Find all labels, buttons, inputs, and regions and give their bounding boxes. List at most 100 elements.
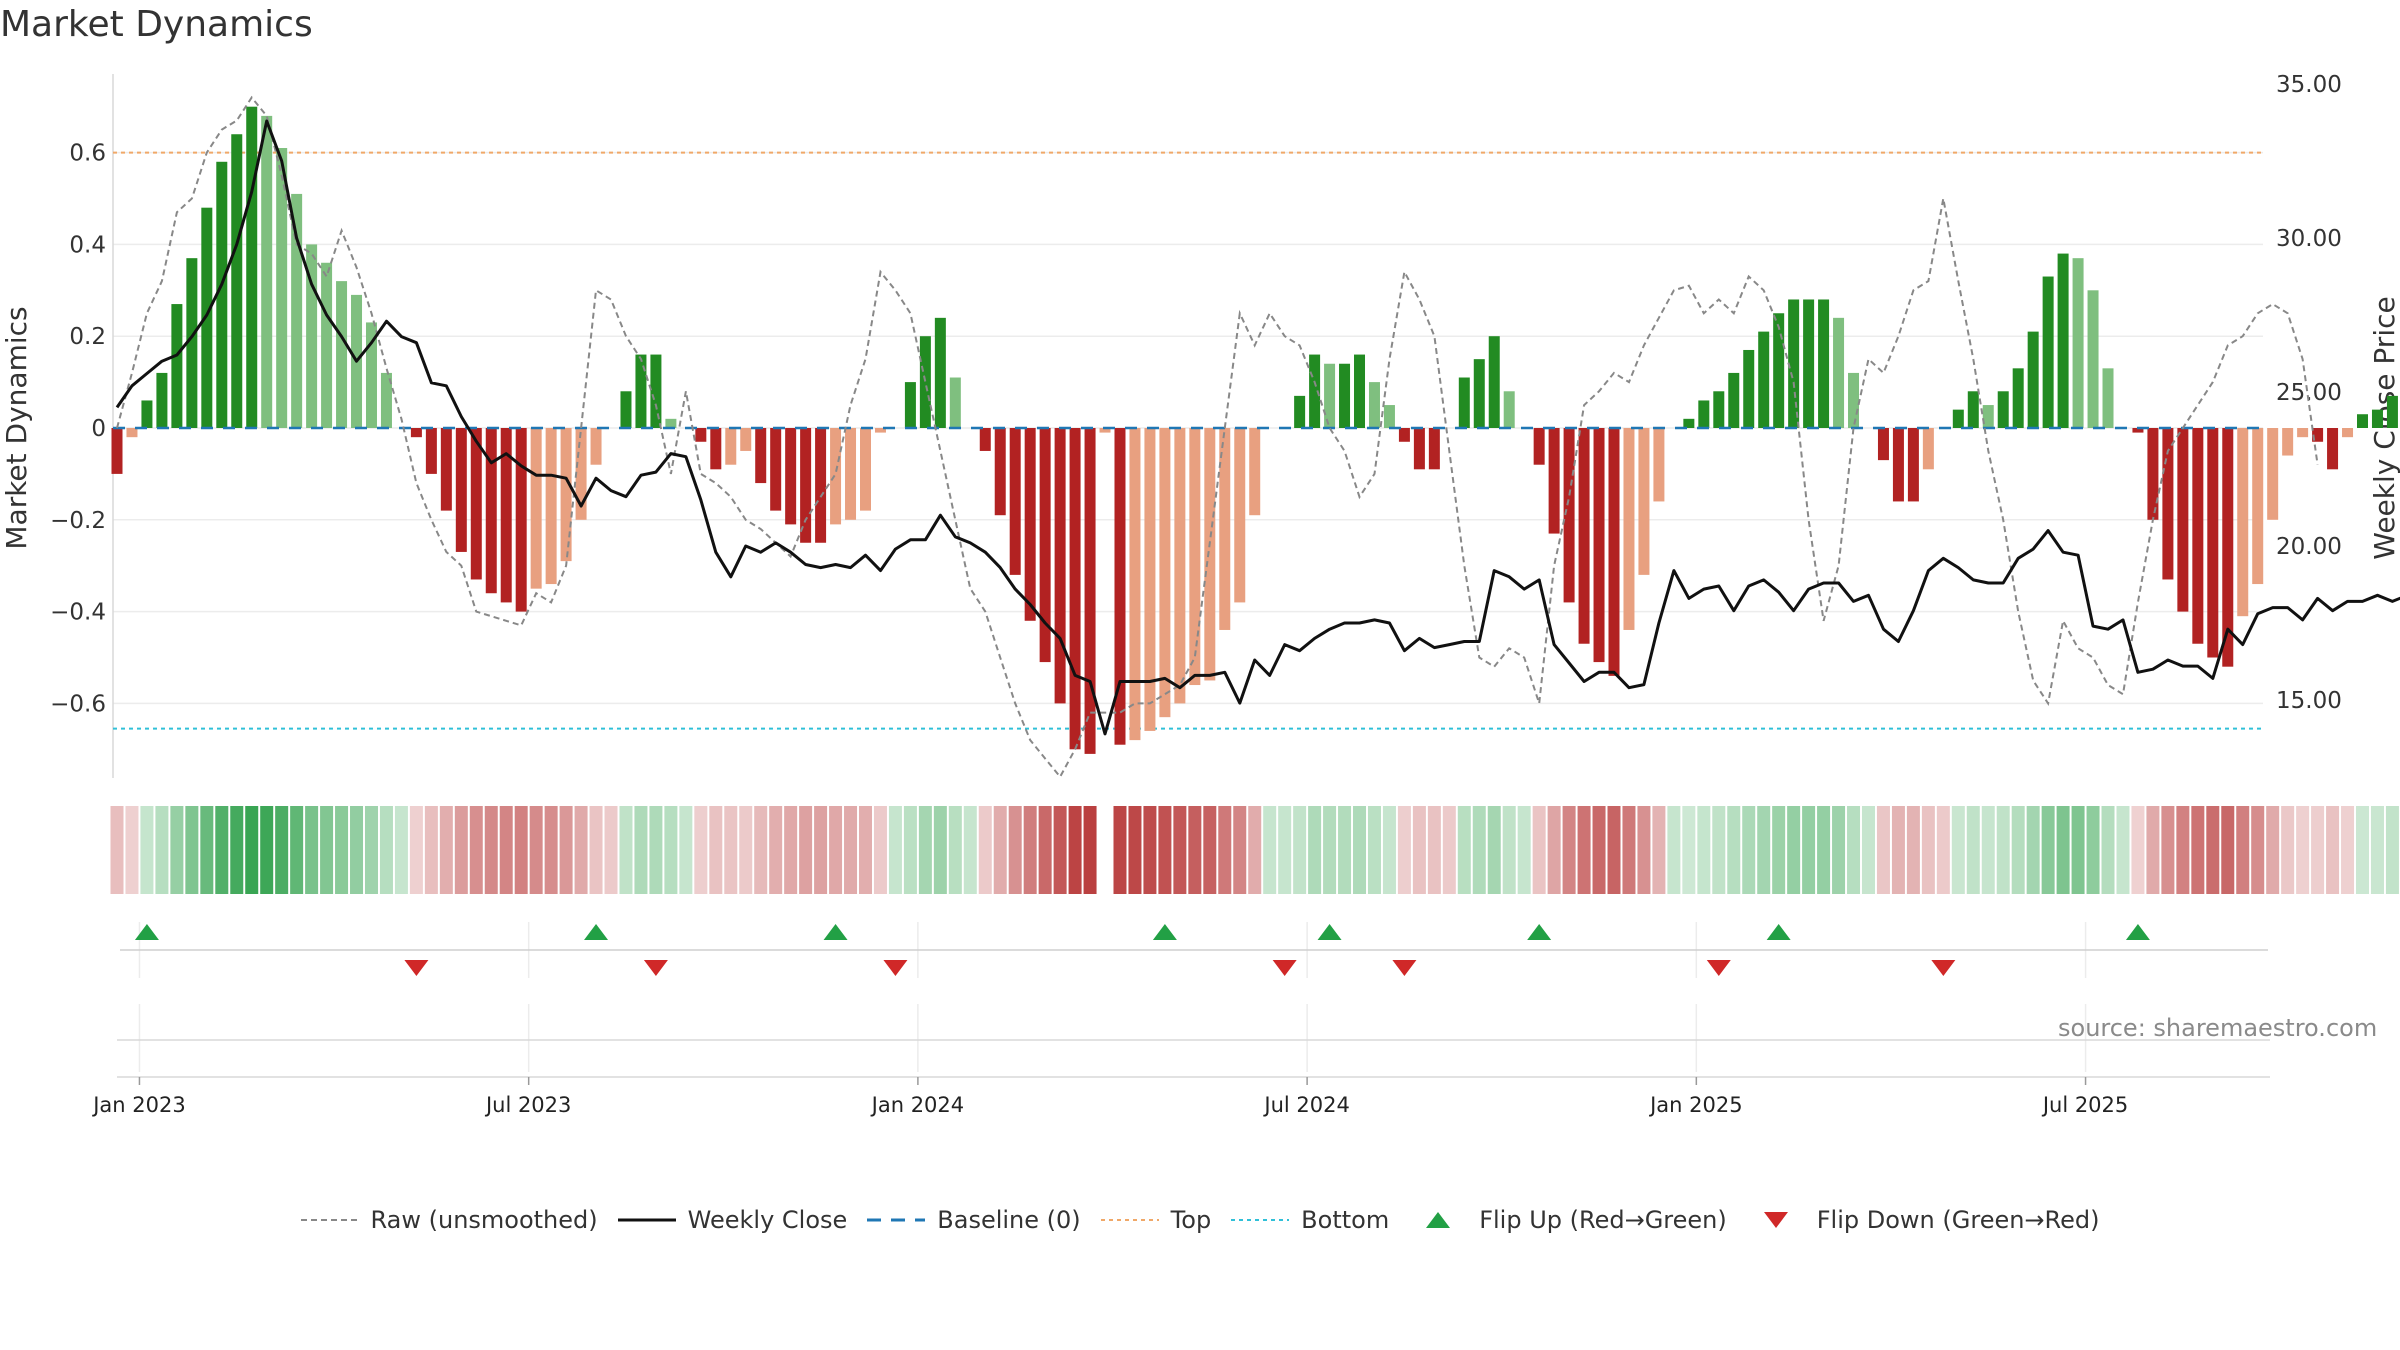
heat-cell [1203, 806, 1217, 894]
flip-down-marker [404, 960, 429, 976]
left-axis-label: Market Dynamics [0, 306, 33, 549]
heat-cell [1008, 806, 1022, 894]
heat-cell [364, 806, 378, 894]
bar [2042, 276, 2054, 428]
heat-cell [2236, 806, 2250, 894]
right-tick-label: 25.00 [2276, 380, 2342, 406]
heat-cell [1502, 806, 1516, 894]
bar [365, 322, 377, 428]
legend-item: Baseline (0) [867, 1206, 1081, 1234]
bar [2386, 395, 2398, 428]
bar [1818, 299, 1830, 428]
heat-cell [499, 806, 513, 894]
bar [2012, 368, 2024, 428]
bar [1967, 391, 1979, 428]
heat-cell [634, 806, 648, 894]
legend-swatch [867, 1218, 926, 1222]
bar [1219, 428, 1231, 630]
bar [620, 391, 632, 428]
heat-cell [2385, 806, 2399, 894]
bar [2087, 290, 2099, 428]
heat-cell [469, 806, 483, 894]
heat-cell [873, 806, 887, 894]
bar [1563, 428, 1575, 603]
bar [1398, 428, 1410, 442]
heat-cell [1996, 806, 2010, 894]
heat-cell [1427, 806, 1441, 894]
bar [1354, 354, 1366, 428]
heat-cell [1637, 806, 1651, 894]
heat-cell [814, 806, 828, 894]
legend-item: Weekly Close [617, 1206, 847, 1234]
bar [725, 428, 737, 465]
heat-cell [769, 806, 783, 894]
bar [1503, 391, 1515, 428]
bar [1638, 428, 1650, 575]
heat-cell [1817, 806, 1831, 894]
bar [1773, 313, 1785, 428]
heat-cell [394, 806, 408, 894]
heat-cell [305, 806, 319, 894]
heat-cell [1188, 806, 1202, 894]
bar [949, 377, 961, 428]
bar [306, 244, 318, 428]
bar [845, 428, 857, 520]
heat-cell [230, 806, 244, 894]
bar [1368, 382, 1380, 428]
heat-cell [1697, 806, 1711, 894]
flip-down-marker [1272, 960, 1297, 976]
bar [231, 134, 243, 429]
bar [1653, 428, 1665, 502]
heat-cell [1113, 806, 1127, 894]
heat-cell [1068, 806, 1082, 894]
heat-cell [2026, 806, 2040, 894]
bar [1907, 428, 1919, 502]
bar [156, 372, 168, 428]
heat-cell [1218, 806, 1232, 894]
heat-cell [2116, 806, 2130, 894]
heat-cell [290, 806, 304, 894]
heat-cell [589, 806, 603, 894]
heat-cell [1772, 806, 1786, 894]
bar [321, 262, 333, 428]
bar [994, 428, 1006, 516]
heat-cell [110, 806, 124, 894]
heat-cell [1278, 806, 1292, 894]
bar [201, 207, 213, 428]
legend-swatch [1426, 1212, 1451, 1228]
heat-cell [859, 806, 872, 894]
bar [1743, 349, 1755, 428]
bar [1683, 418, 1695, 428]
bar [2222, 428, 2234, 667]
left-tick-label: −0.6 [50, 691, 106, 717]
bar [1144, 428, 1156, 731]
heat-cell [1173, 806, 1187, 894]
bar [1997, 391, 2009, 428]
flip-up-marker [1527, 924, 1552, 940]
raw-unsmoothed-line [116, 95, 2319, 779]
bar [2057, 253, 2069, 428]
heat-cell [1802, 806, 1816, 894]
source-attribution: source: sharemaestro.com [2058, 1014, 2378, 1042]
bar [1473, 359, 1485, 428]
bar [1234, 428, 1246, 603]
heat-cell [1682, 806, 1696, 894]
heat-cell [1487, 806, 1501, 894]
heat-cell [275, 806, 289, 894]
bar [695, 428, 707, 442]
legend-swatch [1231, 1219, 1290, 1221]
heat-cell [2370, 806, 2384, 894]
heat-cell [1891, 806, 1905, 894]
bar [1249, 428, 1261, 516]
bar [455, 428, 467, 552]
bar [530, 428, 542, 589]
bar [2132, 428, 2144, 433]
heat-cell [664, 806, 678, 894]
bar [2267, 428, 2279, 520]
heat-cell [1547, 806, 1561, 894]
legend-swatch [617, 1218, 676, 1222]
flip-up-marker [134, 924, 159, 940]
heat-cell [245, 806, 259, 894]
heat-cell [1787, 806, 1801, 894]
heat-cell [619, 806, 633, 894]
